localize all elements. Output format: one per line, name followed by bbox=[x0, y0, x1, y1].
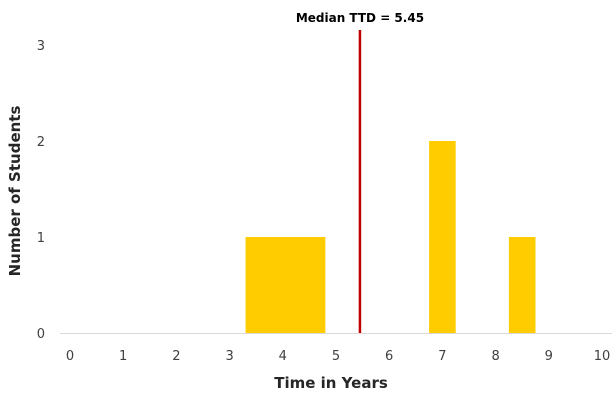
x-tick-label: 4 bbox=[279, 349, 287, 364]
x-tick-label: 5 bbox=[332, 349, 340, 364]
x-tick-label: 10 bbox=[594, 349, 611, 364]
y-tick-label: 1 bbox=[37, 231, 45, 246]
bars-group bbox=[245, 141, 536, 333]
y-axis-title: Number of Students bbox=[6, 106, 24, 277]
y-tick-label: 0 bbox=[37, 327, 45, 342]
y-tick-label: 3 bbox=[37, 39, 45, 54]
bar-2 bbox=[429, 141, 456, 333]
bar-1 bbox=[245, 237, 326, 333]
x-tick-labels: 0 1 2 3 4 5 6 7 8 9 10 bbox=[66, 349, 610, 364]
median-label: Median TTD = 5.45 bbox=[296, 11, 424, 25]
x-axis-title: Time in Years bbox=[274, 374, 388, 392]
x-tick-label: 0 bbox=[66, 349, 74, 364]
y-tick-labels: 0 1 2 3 bbox=[37, 39, 45, 342]
x-tick-label: 9 bbox=[545, 349, 553, 364]
x-tick-label: 2 bbox=[172, 349, 180, 364]
x-tick-label: 6 bbox=[385, 349, 393, 364]
x-tick-label: 3 bbox=[225, 349, 233, 364]
x-tick-label: 8 bbox=[491, 349, 499, 364]
bar-3 bbox=[508, 237, 536, 333]
x-tick-label: 7 bbox=[438, 349, 446, 364]
x-tick-label: 1 bbox=[119, 349, 127, 364]
y-tick-label: 2 bbox=[37, 135, 45, 150]
